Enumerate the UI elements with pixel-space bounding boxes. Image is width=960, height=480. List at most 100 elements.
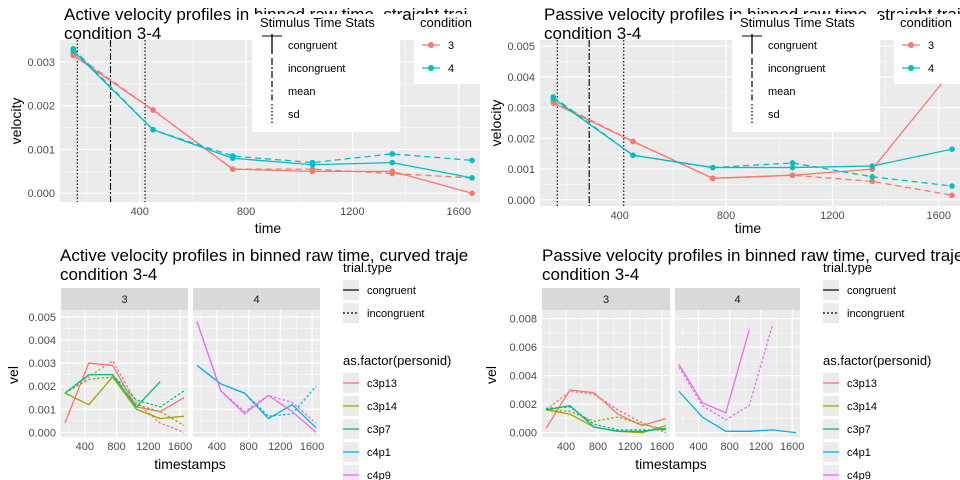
x-tick-labels: 400 800 1200 1600 [131, 206, 471, 218]
x-tick-label: 800 [717, 210, 735, 222]
series-line-4-incongruent [72, 48, 473, 164]
plot-panel [193, 310, 320, 437]
legend-background [732, 14, 880, 132]
data-point [150, 107, 156, 113]
legend-swatch-4 [908, 65, 914, 71]
x-tick-label: 800 [239, 441, 257, 453]
data-point [869, 163, 876, 169]
legend-title: Stimulus Time Stats [740, 15, 855, 30]
data-point [229, 166, 236, 172]
legend-item-congruent: congruent [847, 285, 896, 297]
y-tick-label: 0.006 [509, 342, 537, 354]
y-tick-label: 0.000 [509, 428, 537, 440]
legend-item-congruent: congruent [367, 285, 416, 297]
chart-title: Active velocity profiles in binned raw t… [60, 246, 468, 265]
y-tick-label: 0.001 [507, 164, 535, 176]
legend-swatch-4 [428, 65, 434, 71]
y-tick-label: 0.000 [28, 427, 56, 439]
legend-item-sd: sd [768, 109, 780, 121]
legend-background [252, 14, 400, 132]
data-point [150, 126, 156, 133]
series-layer [64, 359, 185, 433]
series-line-c3p7-incongruent [545, 406, 666, 431]
facet-strip [675, 288, 800, 310]
y-tick-label: 0.002 [507, 133, 535, 145]
series-line-c4p9-incongruent [678, 324, 774, 421]
series-layer [550, 67, 955, 199]
y-tick-label: 0.003 [27, 57, 55, 69]
y-axis-label: vel [5, 366, 21, 384]
legend-personid: as.factor(personid) c3p13 c3p14 c3p7 c4p1 c4… [823, 353, 931, 480]
chart-active-curved: Active velocity profiles in binned raw t… [5, 246, 468, 480]
y-tick-label: 0.005 [507, 41, 535, 53]
legend-condition: condition 3 4 [414, 14, 480, 84]
x-axis-label: time [735, 220, 762, 236]
series-line-c3p13-incongruent [64, 359, 185, 433]
x-tick-label: 1600 [300, 441, 324, 453]
y-tick-label: 0.008 [509, 314, 537, 326]
data-point [229, 153, 236, 159]
series-layer [545, 389, 667, 434]
legend-trial-type: trial.type congruent incongruent [823, 260, 905, 323]
x-tick-label: 400 [208, 441, 226, 453]
legend-item-incongruent: incongruent [288, 63, 346, 75]
x-tick-label: 800 [237, 206, 255, 218]
data-point [469, 175, 475, 181]
legend-item-4: 4 [928, 63, 934, 75]
legend-item-congruent: congruent [288, 40, 337, 52]
chart-subtitle: condition 3-4 [544, 24, 641, 43]
x-tick-label: 1200 [340, 206, 364, 218]
x-tick-label: 400 [611, 210, 629, 222]
y-tick-label: 0.002 [509, 399, 537, 411]
y-tick-label: 0.004 [509, 371, 537, 383]
x-tick-label: 800 [589, 441, 607, 453]
legend-item-3: 3 [448, 40, 454, 52]
x-tick-label: 400 [76, 441, 94, 453]
data-point [949, 183, 955, 189]
series-line-c4p9-congruent [196, 321, 317, 433]
facet-panel-3: 3 400 800 1200 1600 0.000 0.002 0.004 0.006 0.008 [509, 288, 674, 453]
data-point [869, 178, 876, 185]
x-axis-label: time [255, 220, 282, 236]
chart-subtitle: condition 3-4 [542, 265, 639, 284]
legend-item-incongruent: incongruent [847, 308, 905, 320]
legend-title: as.factor(personid) [343, 353, 451, 368]
series-line-c3p13-congruent [64, 362, 185, 424]
y-axis-label: velocity [488, 100, 504, 147]
data-point [869, 173, 876, 180]
x-axis-label: timestamps [154, 456, 226, 472]
legend-personid: as.factor(personid) c3p13 c3p14 c3p7 c4p1 c4… [343, 353, 451, 480]
facet-strip [61, 288, 188, 310]
y-tick-label: 0.005 [28, 312, 56, 324]
legend-condition: condition 3 4 [894, 14, 960, 84]
y-tick-labels: 0.000 0.001 0.002 0.003 [27, 57, 55, 200]
facet-panel-4: 4 400 800 1200 1600 [675, 288, 804, 453]
x-tick-label: 1200 [268, 441, 292, 453]
y-axis-label: vel [483, 366, 499, 384]
legend-item-c4p9: c4p9 [367, 470, 391, 480]
facet-strip-label: 4 [734, 294, 740, 306]
y-tick-label: 0.001 [27, 144, 55, 156]
legend-background [894, 14, 960, 84]
legend-trial-type: trial.type congruent incongruent [343, 260, 425, 323]
x-tick-label: 1200 [749, 441, 773, 453]
legend-title: as.factor(personid) [823, 353, 931, 368]
x-tick-label: 1600 [650, 441, 674, 453]
legend-swatch-3 [428, 42, 434, 48]
data-point [630, 152, 636, 159]
facet-strip-label: 3 [603, 294, 609, 306]
facet-strip [193, 288, 320, 310]
data-point [309, 159, 316, 166]
series-layer [70, 45, 475, 197]
x-tick-label: 1200 [136, 441, 160, 453]
facet-strip [542, 288, 670, 310]
y-tick-label: 0.003 [507, 103, 535, 115]
legend-title: condition [420, 15, 472, 30]
legend-title: trial.type [823, 260, 872, 275]
legend-item-c3p7: c3p7 [367, 424, 391, 436]
data-point [469, 157, 475, 164]
legend-item-sd: sd [288, 109, 300, 121]
y-tick-label: 0.002 [28, 381, 56, 393]
chart-passive-straight: Passive velocity profiles in binned raw … [488, 5, 960, 236]
legend-swatch-3 [908, 42, 914, 48]
